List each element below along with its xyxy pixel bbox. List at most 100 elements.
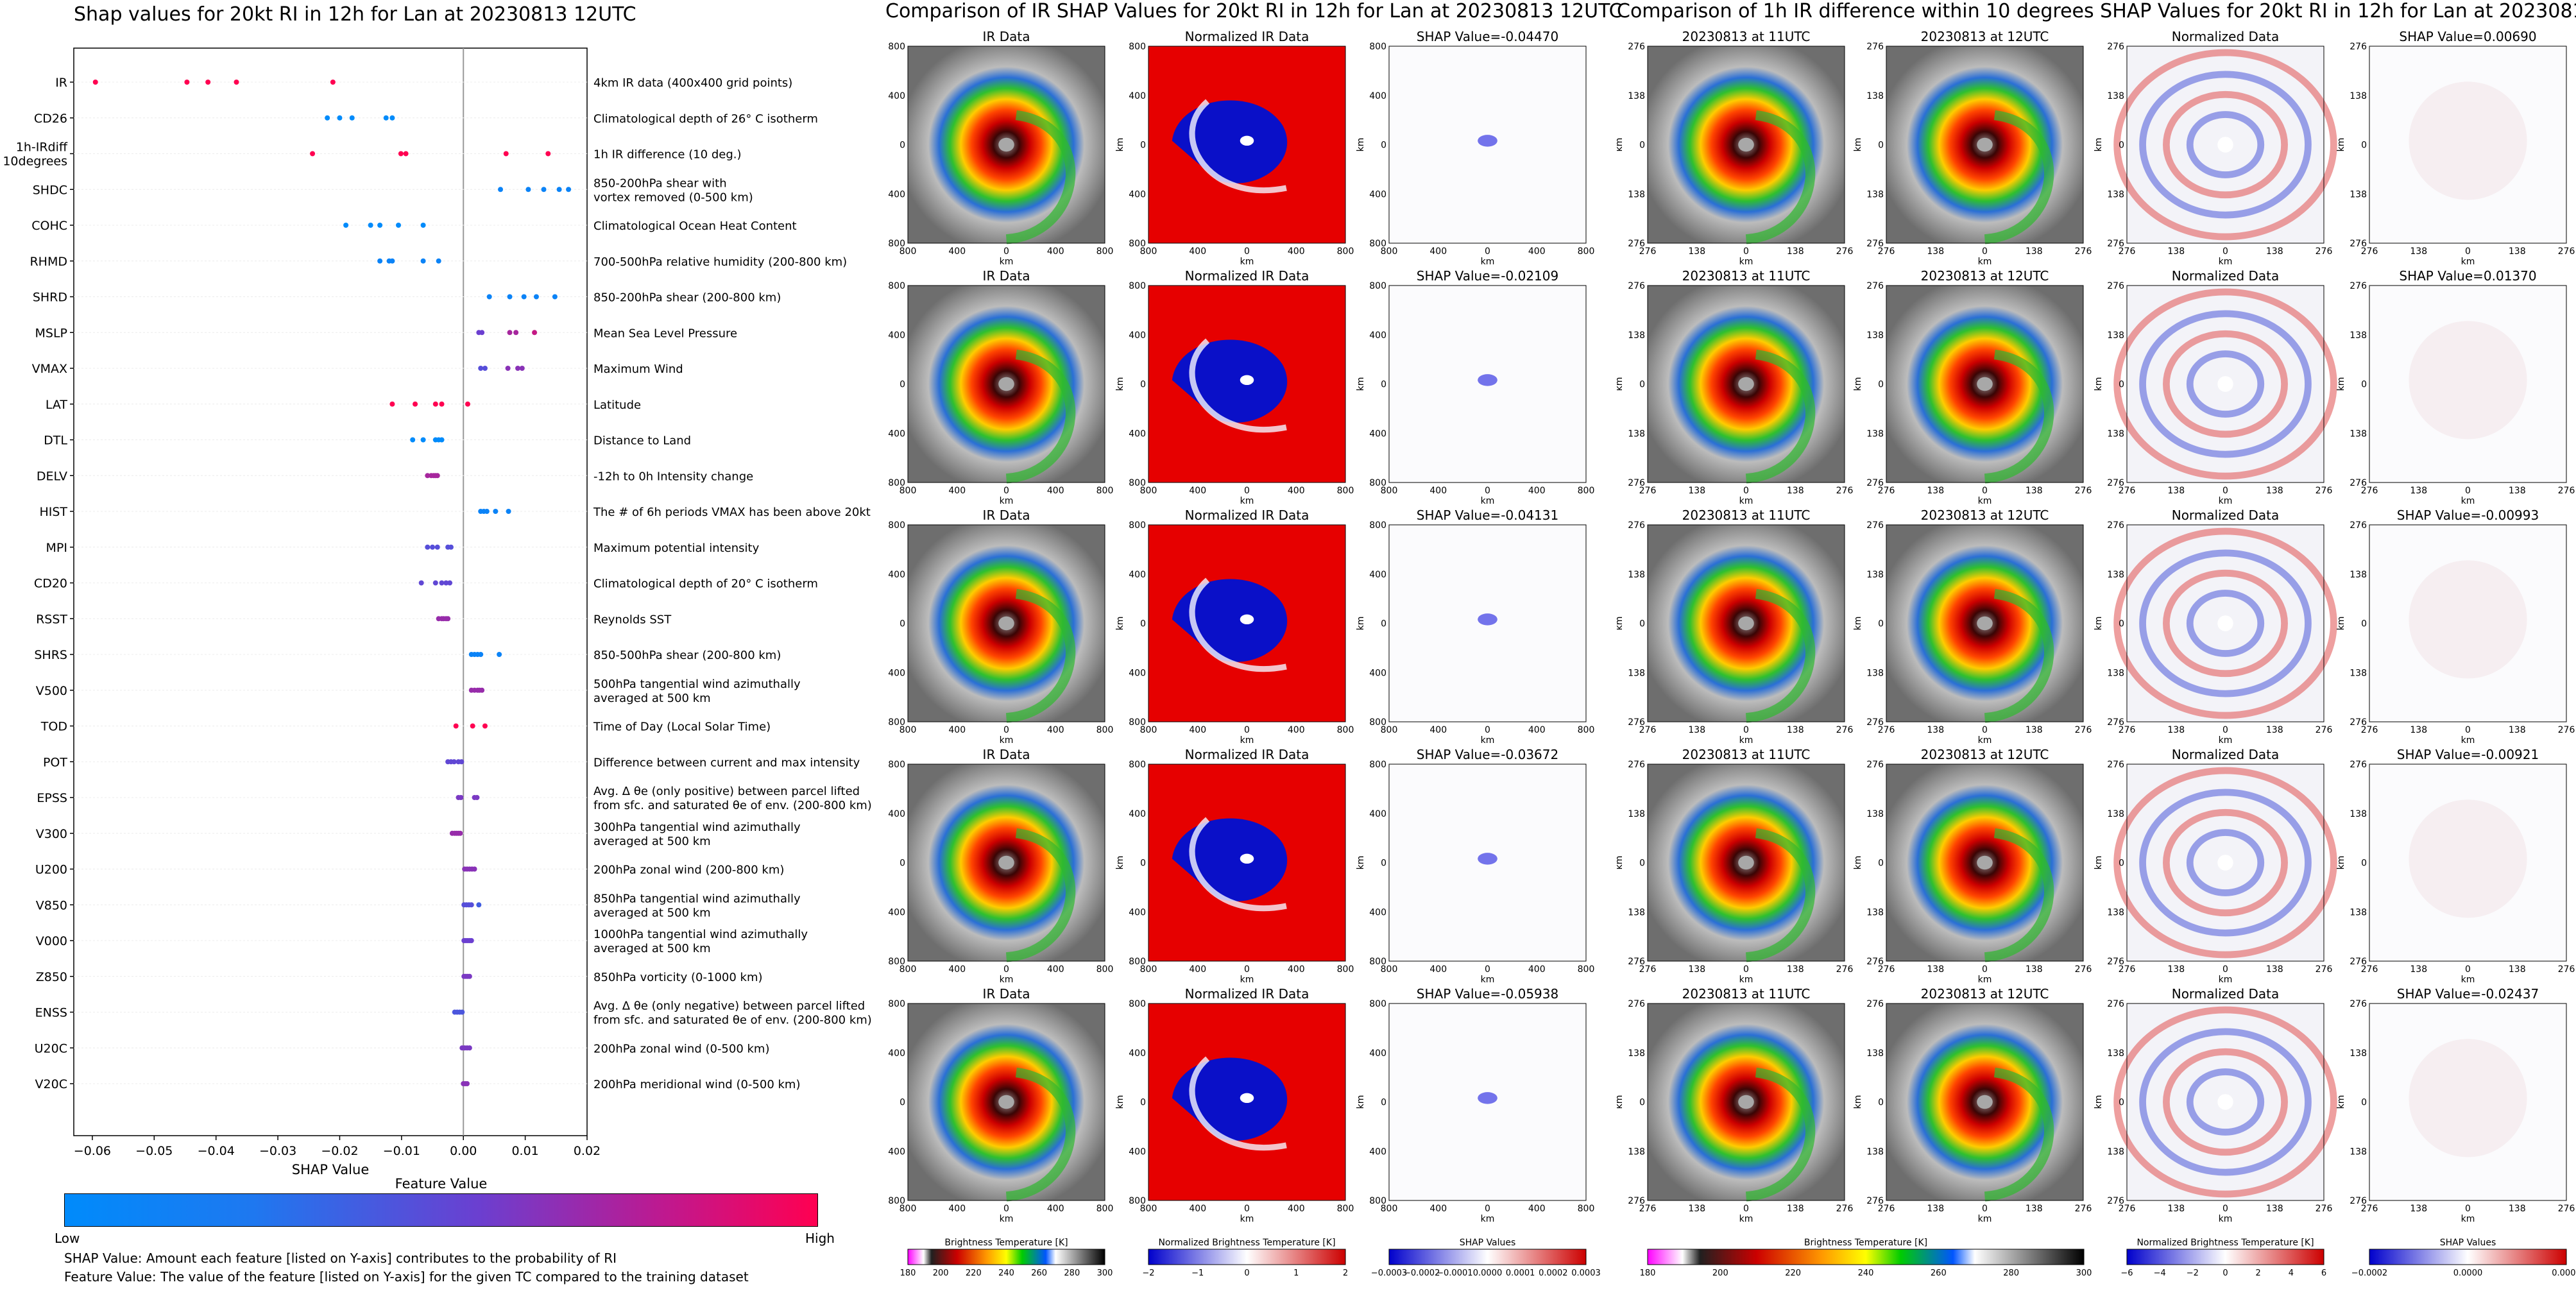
shap-point <box>432 580 438 586</box>
feature-description: 4km IR data (400x400 grid points) <box>593 76 792 90</box>
feature-description: Mean Sea Level Pressure <box>593 327 737 340</box>
colorbar-tick-label: 0.0000 <box>1473 1268 1503 1278</box>
shap-point <box>448 544 454 550</box>
x-tick-label: 800 <box>1381 486 1398 496</box>
spiral-band <box>1005 588 1076 723</box>
colorbar-tick-label: 220 <box>966 1268 982 1278</box>
feature-label: V500 <box>36 684 67 698</box>
y-tick-label: 800 <box>1129 760 1146 770</box>
x-tick-label: 138 <box>2266 1204 2283 1214</box>
x-tick-label: 276 <box>1836 964 1854 975</box>
x-axis-label: km <box>1240 975 1254 985</box>
feature-description: Climatological depth of 26° C isotherm <box>593 112 818 126</box>
colorbar <box>2126 1249 2324 1265</box>
x-tick-label: 138 <box>1688 725 1705 735</box>
colorbar <box>1647 1249 2085 1265</box>
shap-point <box>92 80 98 85</box>
x-tick-label: 138 <box>2026 964 2043 975</box>
diff-band <box>2186 1068 2265 1136</box>
y-tick-label: 400 <box>1129 570 1146 580</box>
x-tick-label: 276 <box>2119 964 2136 975</box>
x-tick-label: 800 <box>1337 1204 1354 1214</box>
panel-frame <box>1148 764 1346 962</box>
feature-description: 850hPa vorticity (0-1000 km) <box>593 971 763 984</box>
panel-frame <box>907 764 1105 962</box>
x-tick-label: −0.05 <box>135 1144 173 1158</box>
x-tick-label: 276 <box>2558 964 2575 975</box>
shap-point <box>479 330 485 336</box>
x-tick-label: 400 <box>1528 964 1546 975</box>
y-tick-label: 800 <box>1129 239 1146 249</box>
panel-frame <box>1647 524 1845 722</box>
x-tick-label: 276 <box>2119 725 2136 735</box>
storm-eye <box>2217 137 2233 153</box>
feature-label: Z850 <box>36 970 67 984</box>
y-tick-label: 0 <box>2119 380 2124 390</box>
feature-description: from sfc. and saturated θe of env. (200-… <box>593 799 872 812</box>
y-axis-label: km <box>2094 1095 2104 1109</box>
spiral-band <box>1189 99 1287 194</box>
y-axis-label: km <box>1356 617 1366 631</box>
shap-point <box>468 938 474 943</box>
shap-point <box>545 151 551 157</box>
x-tick-label: 276 <box>2316 1204 2333 1214</box>
x-tick-label: 400 <box>1047 725 1064 735</box>
x-tick-label: 800 <box>1337 246 1354 257</box>
x-tick-label: 138 <box>1927 1204 1944 1214</box>
shap-point <box>325 115 330 121</box>
y-tick-label: 276 <box>1628 42 1645 52</box>
diff-band <box>2139 71 2312 219</box>
x-tick-label: 0 <box>1485 1204 1490 1214</box>
colorbar-tick-label: 300 <box>2076 1268 2092 1278</box>
y-tick-label: 800 <box>888 478 905 488</box>
x-tick-label: 400 <box>1288 1204 1305 1214</box>
storm-eye <box>1977 377 1993 391</box>
x-tick-label: 0 <box>2222 246 2228 257</box>
x-tick-label: 400 <box>1189 725 1206 735</box>
y-tick-label: 800 <box>888 957 905 967</box>
shap-point <box>453 723 459 729</box>
feature-description: 1h IR difference (10 deg.) <box>593 148 742 162</box>
y-axis-label: km <box>2094 377 2104 391</box>
panel-title: Normalized Data <box>2172 747 2280 762</box>
x-tick-label: 138 <box>1787 246 1804 257</box>
y-tick-label: 0 <box>1140 380 1146 390</box>
shap-value-note: SHAP Value: Amount each feature [listed … <box>64 1251 617 1266</box>
storm-eye <box>1240 614 1254 625</box>
x-tick-label: 800 <box>1578 486 1595 496</box>
x-tick-label: 0 <box>1244 246 1250 257</box>
x-tick-label: 276 <box>1878 246 1895 257</box>
x-tick-label: 276 <box>1639 486 1657 496</box>
y-tick-label: 276 <box>2107 999 2124 1009</box>
storm-eye <box>998 855 1014 870</box>
y-tick-label: 0 <box>900 380 905 390</box>
y-tick-label: 400 <box>888 429 905 439</box>
y-tick-label: 276 <box>2350 520 2367 531</box>
y-axis-label: km <box>1853 377 1863 391</box>
y-tick-label: 276 <box>1628 281 1645 291</box>
colorbar-tick-label: −0.0003 <box>1371 1268 1407 1278</box>
x-tick-label: 0 <box>1003 1204 1009 1214</box>
shap-point <box>519 366 525 371</box>
y-tick-label: 0 <box>1140 619 1146 629</box>
panel-frame <box>907 46 1105 244</box>
y-axis-label: km <box>1115 377 1125 391</box>
panel-frame <box>1886 524 2084 722</box>
y-tick-label: 276 <box>1866 957 1884 967</box>
panel-frame <box>1148 285 1346 483</box>
y-tick-label: 138 <box>1866 189 1884 200</box>
diff-band <box>2113 767 2337 959</box>
panel-title: 20230813 at 11UTC <box>1682 986 1811 1002</box>
feature-description: 200hPa zonal wind (200-800 km) <box>593 864 784 877</box>
y-tick-label: 138 <box>1628 570 1645 580</box>
x-axis-label: km <box>2461 1214 2475 1224</box>
x-tick-label: 0.01 <box>511 1144 538 1158</box>
y-tick-label: 400 <box>1129 1048 1146 1059</box>
x-tick-label: 138 <box>2509 1204 2526 1214</box>
y-axis-label: km <box>1853 138 1863 152</box>
y-tick-label: 276 <box>2107 760 2124 770</box>
shap-hotspot <box>1478 135 1497 147</box>
y-tick-label: 0 <box>900 1098 905 1108</box>
y-tick-label: 800 <box>1129 1196 1146 1206</box>
y-tick-label: 0 <box>2361 619 2367 629</box>
